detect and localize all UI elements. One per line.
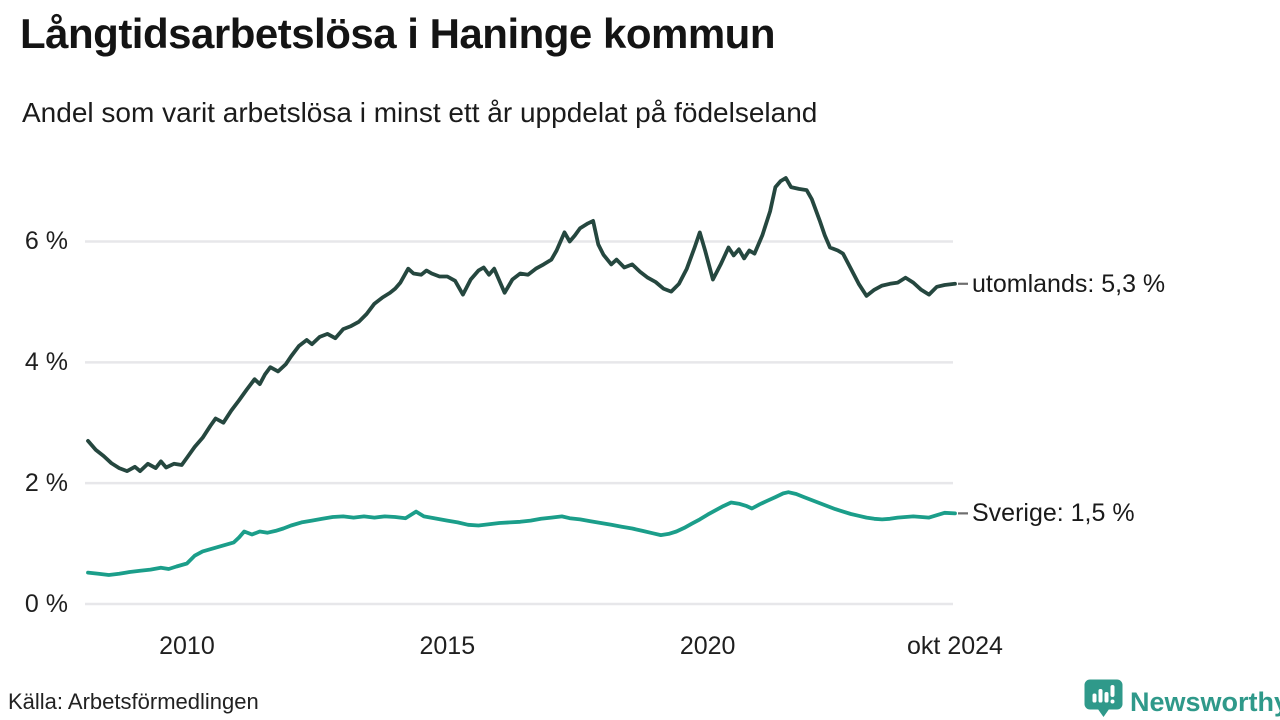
newsworthy-bubble-barchart-icon — [1083, 678, 1124, 720]
page-title: Långtidsarbetslösa i Haninge kommun — [20, 10, 775, 57]
page-subtitle: Andel som varit arbetslösa i minst ett å… — [22, 97, 818, 128]
brand-name: Newsworthy — [1130, 686, 1280, 717]
y-axis-tick: 6 % — [24, 227, 68, 256]
y-axis-tick: 2 % — [24, 469, 68, 498]
utomlands-line — [86, 176, 957, 474]
Sverige-line — [86, 490, 957, 577]
series-label-sverige: Sverige: 1,5 % — [972, 499, 1135, 528]
x-axis-tick: 2020 — [679, 632, 736, 660]
y-axis-tick: 4 % — [24, 348, 68, 377]
series-label-utomlands: utomlands: 5,3 % — [972, 269, 1166, 298]
y-axis-tick: 0 % — [24, 590, 68, 618]
x-axis-tick: 2015 — [419, 632, 476, 660]
brand-logo: Newsworthy — [1083, 678, 1280, 720]
x-axis-tick: okt 2024 — [907, 632, 1003, 660]
x-axis-tick: 2010 — [159, 632, 215, 660]
source-note: Källa: Arbetsförmedlingen — [8, 689, 259, 714]
